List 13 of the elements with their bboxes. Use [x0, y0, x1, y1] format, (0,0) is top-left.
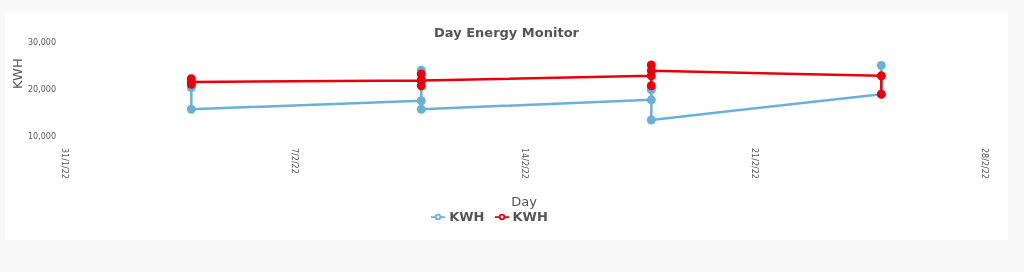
legend-label: KWH [512, 209, 548, 224]
x-tick-label: 31/1/22 [59, 148, 69, 179]
chart-title: Day Energy Monitor [434, 25, 579, 40]
x-tick-label: 21/2/22 [749, 148, 759, 179]
y-tick-label: 20,000 [28, 84, 56, 94]
legend-label: KWH [449, 209, 485, 224]
x-axis-title: Day [511, 194, 538, 209]
y-axis-title: KWH [9, 58, 25, 89]
x-tick-label: 28/2/22 [979, 148, 989, 179]
y-tick-label: 30,000 [28, 37, 56, 47]
x-tick-label: 14/2/22 [519, 148, 529, 179]
y-tick-label: 10,000 [28, 131, 56, 141]
x-tick-label: 7/2/22 [289, 148, 299, 174]
